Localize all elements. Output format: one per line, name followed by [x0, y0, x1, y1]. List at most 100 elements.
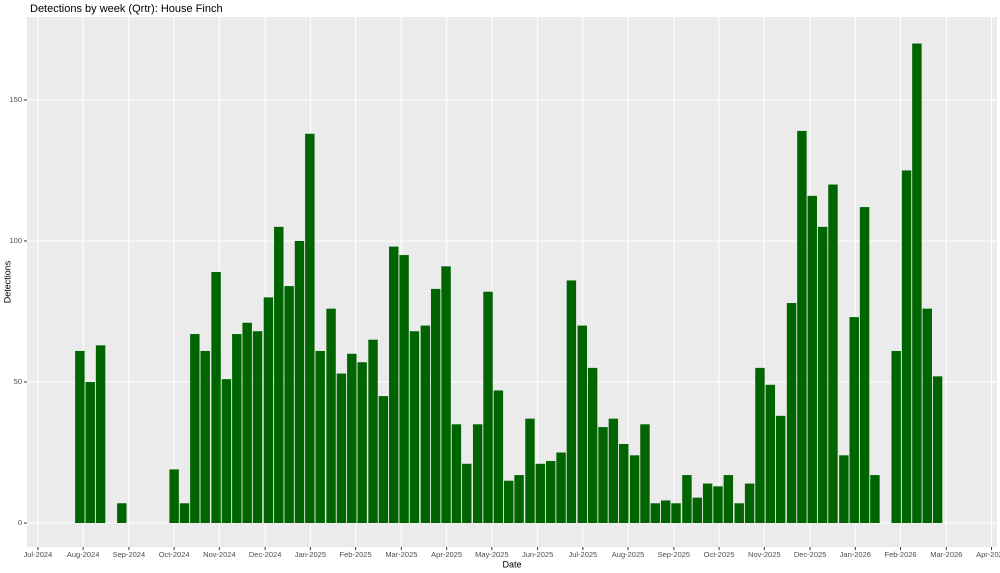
bar: [629, 455, 640, 524]
bar: [671, 503, 681, 524]
bar: [263, 297, 274, 524]
x-tick-label: Mar-2026: [930, 550, 962, 559]
x-tick-label: Nov-2024: [203, 550, 236, 559]
bar: [870, 475, 880, 524]
bar: [587, 367, 598, 524]
bar: [807, 195, 817, 524]
bar: [451, 424, 462, 524]
y-tick-label: 50: [14, 377, 22, 386]
bar: [598, 427, 608, 524]
bar: [399, 255, 409, 524]
bar: [430, 288, 441, 524]
bar: [650, 503, 661, 524]
bar: [169, 469, 179, 524]
bar: [357, 362, 367, 524]
bar: [221, 379, 232, 524]
bar: [525, 418, 535, 524]
bar: [179, 503, 190, 524]
x-axis-title: Date: [502, 559, 521, 569]
x-tick-label: Jan-2025: [295, 550, 326, 559]
x-tick-label: Feb-2026: [884, 550, 916, 559]
bar: [305, 133, 315, 524]
bar: [577, 325, 588, 524]
bar: [535, 463, 546, 524]
bar: [556, 452, 566, 524]
bar: [514, 475, 524, 524]
x-tick-label: Apr-2026: [976, 550, 1000, 559]
bar: [828, 184, 838, 524]
bar: [326, 308, 336, 524]
bar: [85, 381, 95, 524]
bar: [389, 246, 399, 524]
bar: [797, 130, 807, 524]
bar: [692, 497, 702, 524]
x-tick-label: Sep-2024: [113, 550, 146, 559]
bar: [713, 486, 723, 524]
y-tick-label: 100: [9, 236, 22, 245]
bar: [117, 503, 127, 524]
bar: [190, 334, 200, 524]
bar: [734, 503, 744, 524]
bar: [441, 266, 451, 524]
bar: [608, 418, 619, 524]
bar: [200, 350, 210, 524]
bar: [932, 376, 943, 524]
bar: [409, 331, 420, 524]
bar: [912, 43, 922, 524]
bar: [839, 455, 849, 524]
x-tick-label: Sep-2025: [658, 550, 691, 559]
bar: [922, 308, 932, 524]
x-tick-label: Apr-2025: [431, 550, 462, 559]
x-tick-label: Feb-2025: [340, 550, 372, 559]
bar: [483, 291, 493, 524]
bar: [901, 170, 912, 524]
bar: [274, 226, 284, 524]
bar: [786, 303, 797, 524]
bar: [294, 240, 305, 524]
x-tick-label: Dec-2025: [794, 550, 827, 559]
bar: [723, 475, 734, 524]
x-tick-label: Jan-2026: [840, 550, 871, 559]
bar: [368, 339, 378, 524]
bar: [472, 424, 483, 524]
bar: [640, 424, 650, 524]
bar: [347, 353, 357, 524]
bar: [504, 480, 514, 524]
bar: [462, 463, 472, 524]
x-tick-label: Jul-2024: [24, 550, 53, 559]
bar: [744, 483, 755, 524]
bar: [891, 350, 901, 524]
bar: [242, 322, 252, 524]
bar: [284, 286, 294, 524]
bar: [849, 317, 859, 524]
bar: [211, 271, 221, 524]
x-tick-label: Aug-2024: [67, 550, 100, 559]
bar: [859, 207, 870, 524]
bar: [336, 373, 347, 524]
bar: [95, 345, 106, 524]
bar: [765, 384, 776, 524]
x-tick-label: Jun-2025: [522, 550, 553, 559]
bar: [660, 500, 671, 524]
bar: [817, 226, 828, 524]
bar: [75, 350, 85, 524]
y-axis-title: Detections: [2, 260, 12, 303]
x-tick-label: Aug-2025: [612, 550, 645, 559]
chart-title: Detections by week (Qrtr): House Finch: [30, 3, 223, 15]
bar: [545, 460, 556, 524]
bar: [315, 350, 325, 524]
x-tick-label: Nov-2025: [748, 550, 781, 559]
x-tick-label: Jul-2025: [568, 550, 597, 559]
x-tick-label: May-2025: [475, 550, 508, 559]
y-tick-label: 0: [18, 518, 22, 527]
bar: [493, 390, 504, 524]
bar: [755, 367, 765, 524]
y-tick-label: 150: [9, 95, 22, 104]
bar: [775, 415, 786, 524]
bar: [618, 444, 629, 524]
bar: [566, 280, 577, 524]
bar: [378, 396, 389, 524]
x-tick-label: Oct-2024: [159, 550, 190, 559]
bar: [252, 331, 263, 524]
bar: [702, 483, 713, 524]
